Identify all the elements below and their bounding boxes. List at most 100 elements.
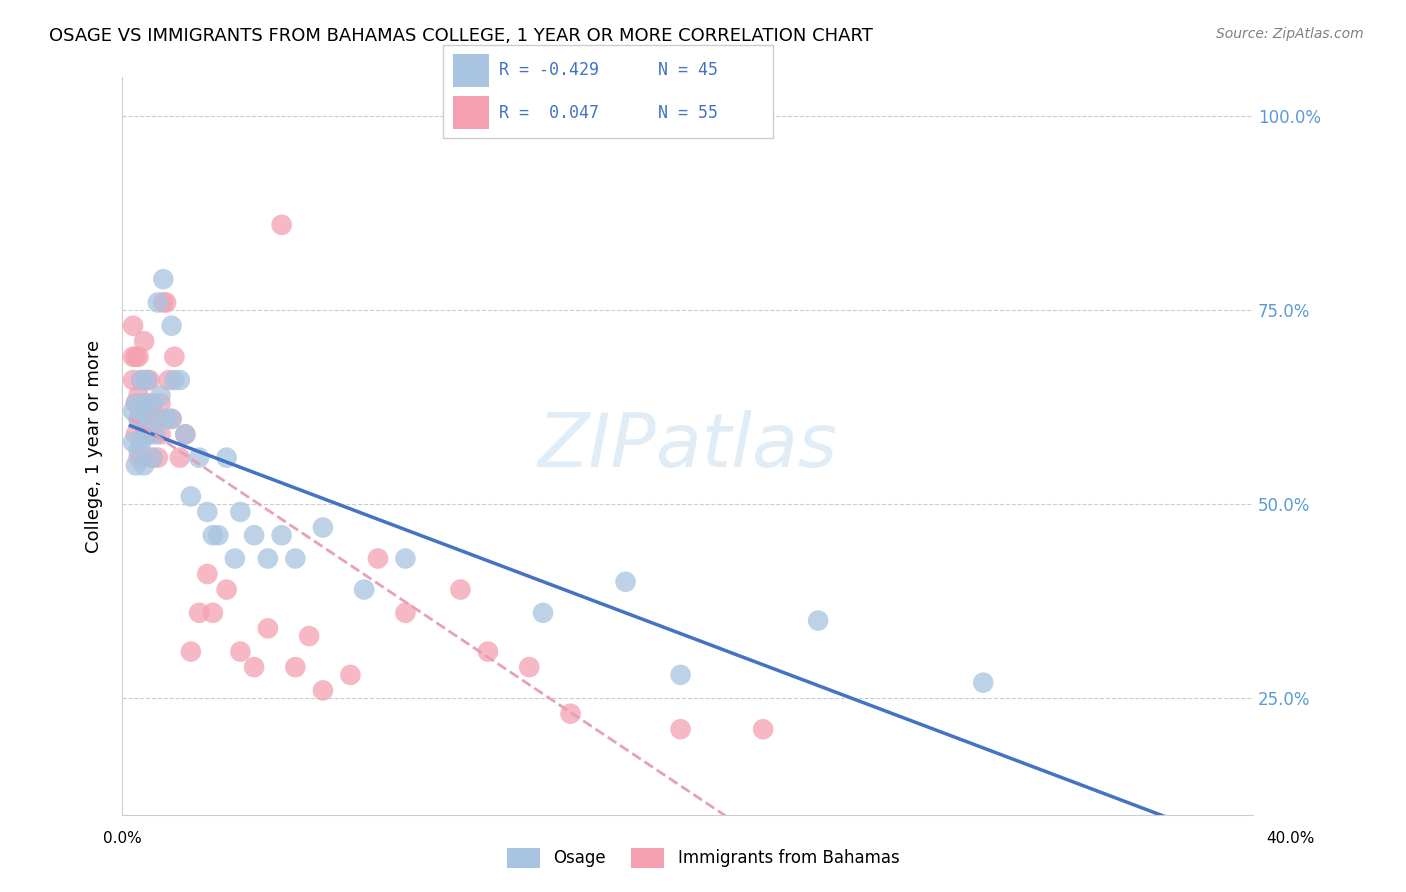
Point — [131, 450, 153, 465]
Point — [752, 722, 775, 736]
Point — [284, 660, 307, 674]
Point — [141, 396, 163, 410]
Point — [517, 660, 540, 674]
Point — [669, 722, 692, 736]
Point — [135, 427, 157, 442]
Point — [122, 318, 145, 333]
Point — [229, 645, 252, 659]
Point — [367, 551, 389, 566]
Point — [215, 582, 238, 597]
Point — [353, 582, 375, 597]
Point — [131, 435, 153, 450]
Text: Source: ZipAtlas.com: Source: ZipAtlas.com — [1216, 27, 1364, 41]
FancyBboxPatch shape — [443, 45, 773, 138]
Text: R =  0.047: R = 0.047 — [499, 103, 599, 121]
Point — [160, 412, 183, 426]
FancyBboxPatch shape — [453, 54, 489, 87]
Point — [180, 645, 202, 659]
Point — [257, 621, 280, 635]
Point — [122, 350, 145, 364]
Point — [160, 412, 183, 426]
Text: ZIPatlas: ZIPatlas — [537, 410, 838, 482]
Text: 40.0%: 40.0% — [1267, 831, 1315, 846]
Point — [143, 412, 166, 426]
Text: R = -0.429: R = -0.429 — [499, 62, 599, 79]
Point — [972, 675, 994, 690]
Point — [257, 551, 280, 566]
Point — [128, 450, 150, 465]
Point — [122, 435, 145, 450]
Point — [157, 373, 180, 387]
Point — [138, 427, 160, 442]
Point — [152, 295, 174, 310]
Point — [188, 606, 211, 620]
Point — [195, 567, 218, 582]
Point — [195, 505, 218, 519]
Point — [270, 528, 292, 542]
Point — [180, 490, 202, 504]
Point — [174, 427, 197, 442]
Point — [149, 427, 172, 442]
Point — [132, 334, 155, 349]
Point — [125, 350, 148, 364]
Point — [155, 295, 177, 310]
Point — [128, 412, 150, 426]
Point — [560, 706, 582, 721]
Point — [394, 551, 416, 566]
Point — [807, 614, 830, 628]
Point — [163, 373, 186, 387]
Point — [207, 528, 229, 542]
Point — [122, 404, 145, 418]
Point — [669, 668, 692, 682]
Text: OSAGE VS IMMIGRANTS FROM BAHAMAS COLLEGE, 1 YEAR OR MORE CORRELATION CHART: OSAGE VS IMMIGRANTS FROM BAHAMAS COLLEGE… — [49, 27, 873, 45]
Point — [125, 396, 148, 410]
Point — [138, 373, 160, 387]
Point — [135, 373, 157, 387]
Point — [125, 458, 148, 473]
Point — [125, 396, 148, 410]
Point — [229, 505, 252, 519]
Point — [201, 528, 224, 542]
Point — [312, 683, 335, 698]
Point — [614, 574, 637, 589]
Point — [146, 412, 169, 426]
Point — [339, 668, 361, 682]
Point — [174, 427, 197, 442]
Point — [215, 450, 238, 465]
Point — [141, 396, 163, 410]
Point — [312, 520, 335, 534]
Point — [394, 606, 416, 620]
Point — [131, 412, 153, 426]
Point — [135, 427, 157, 442]
Point — [169, 373, 191, 387]
Point — [449, 582, 471, 597]
Point — [128, 442, 150, 457]
Point — [128, 350, 150, 364]
Point — [149, 388, 172, 402]
Point — [298, 629, 321, 643]
Point — [135, 373, 157, 387]
FancyBboxPatch shape — [453, 96, 489, 129]
Point — [122, 373, 145, 387]
Text: 0.0%: 0.0% — [103, 831, 142, 846]
Point — [138, 412, 160, 426]
Point — [125, 427, 148, 442]
Text: N = 45: N = 45 — [658, 62, 717, 79]
Point — [141, 450, 163, 465]
Point — [163, 350, 186, 364]
Point — [243, 660, 266, 674]
Point — [270, 218, 292, 232]
Point — [146, 450, 169, 465]
Point — [284, 551, 307, 566]
Point — [132, 427, 155, 442]
Point — [141, 450, 163, 465]
Point — [132, 458, 155, 473]
Point — [128, 388, 150, 402]
Point — [149, 396, 172, 410]
Text: N = 55: N = 55 — [658, 103, 717, 121]
Point — [155, 412, 177, 426]
Point — [128, 412, 150, 426]
Point — [152, 272, 174, 286]
Point — [160, 318, 183, 333]
Y-axis label: College, 1 year or more: College, 1 year or more — [86, 340, 103, 552]
